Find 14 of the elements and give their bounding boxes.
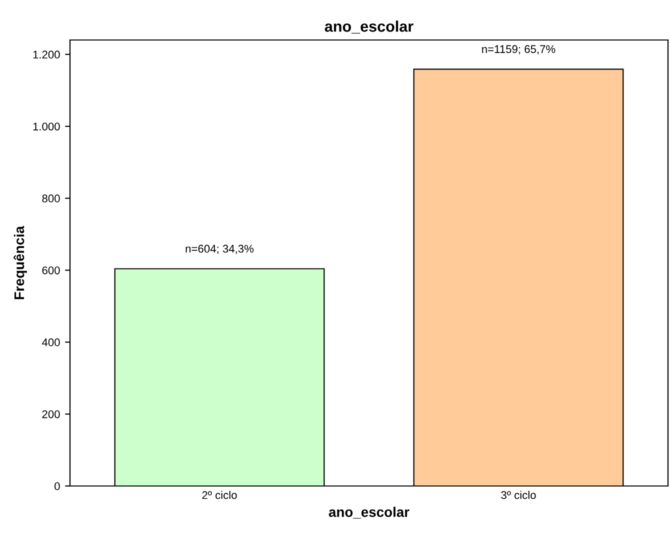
- y-tick-label: 600: [42, 266, 60, 274]
- y-tick-label: 800: [42, 194, 60, 202]
- text: n=604; 34,3%: [186, 244, 254, 254]
- y-tick-label: 1.200: [33, 50, 60, 59]
- y-tick-label: 400: [42, 338, 60, 346]
- x-tick-label: 3º ciclo: [501, 490, 536, 500]
- y-tick-label: 1.000: [33, 122, 60, 130]
- text: n=1159; 65,7%: [482, 45, 556, 54]
- x-axis-title: ano_escolar: [328, 506, 410, 519]
- y-tick-label: 0: [54, 482, 60, 490]
- y-axis-title: Frequência: [14, 226, 27, 300]
- x-tick-label: 2º ciclo: [202, 490, 237, 500]
- y-tick-label: 200: [42, 410, 60, 418]
- chart-title: ano_escolar: [324, 20, 414, 34]
